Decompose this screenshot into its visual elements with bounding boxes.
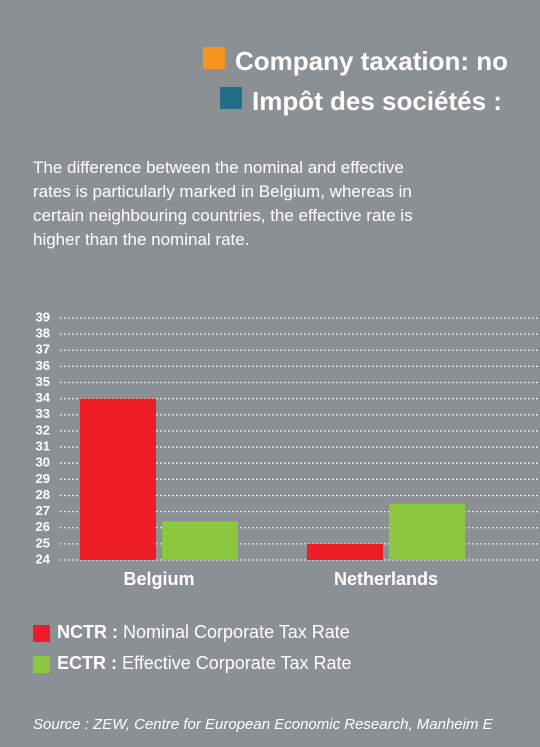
legend-swatch [33, 625, 50, 642]
y-tick-label: 31 [36, 439, 50, 454]
x-tick-label: Netherlands [334, 569, 438, 589]
legend-code: NCTR : [57, 622, 118, 642]
bar [162, 521, 238, 560]
y-tick-label: 34 [36, 390, 51, 405]
title: Company taxation: no [235, 46, 508, 76]
y-tick-label: 33 [36, 406, 50, 421]
title-icon [203, 47, 225, 69]
source: Source : ZEW, Centre for European Econom… [33, 716, 494, 733]
y-tick-label: 28 [36, 487, 50, 502]
legend-swatch [33, 656, 50, 673]
y-tick-label: 26 [36, 519, 50, 534]
bar [389, 503, 465, 560]
subtitle-icon [220, 87, 242, 109]
y-tick-label: 38 [36, 326, 50, 341]
bar [80, 398, 156, 560]
bar [307, 543, 383, 560]
y-tick-label: 27 [36, 503, 50, 518]
legend-label: ECTR : Effective Corporate Tax Rate [57, 653, 351, 673]
legend-description: Nominal Corporate Tax Rate [123, 622, 350, 642]
y-tick-label: 36 [36, 358, 50, 373]
legend-label: NCTR : Nominal Corporate Tax Rate [57, 622, 350, 642]
x-tick-label: Belgium [123, 569, 194, 589]
description: The difference between the nominal and e… [33, 158, 413, 249]
y-tick-label: 30 [36, 455, 50, 470]
y-tick-label: 24 [36, 551, 51, 566]
y-tick-label: 25 [36, 535, 50, 550]
legend-description: Effective Corporate Tax Rate [122, 653, 351, 673]
legend-code: ECTR : [57, 653, 117, 673]
y-tick-label: 29 [36, 471, 50, 486]
y-tick-label: 35 [36, 374, 50, 389]
y-tick-label: 39 [36, 309, 50, 324]
y-tick-label: 32 [36, 422, 50, 437]
y-tick-label: 37 [36, 342, 50, 357]
subtitle: Impôt des sociétés : [252, 86, 502, 116]
